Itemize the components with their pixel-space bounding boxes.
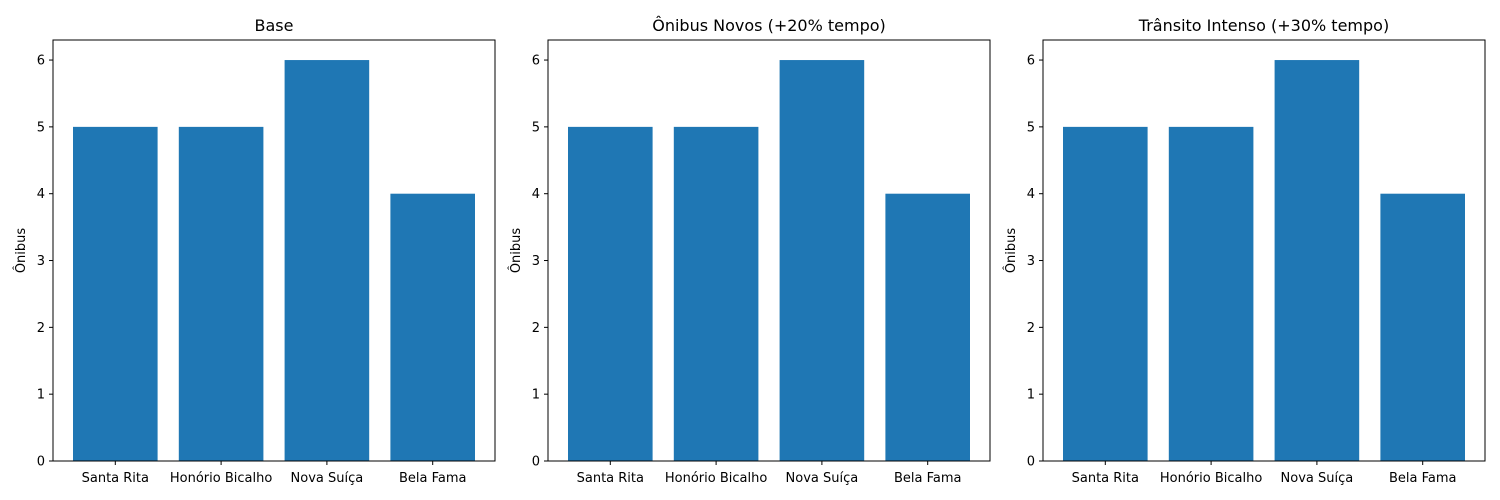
bar xyxy=(73,126,158,462)
bar xyxy=(1168,126,1254,462)
bar xyxy=(779,60,865,462)
x-tick-label: Bela Fama xyxy=(399,471,467,486)
bar xyxy=(568,126,653,462)
x-tick-label: Bela Fama xyxy=(1389,471,1457,486)
y-tick-label: 0 xyxy=(1027,455,1035,470)
x-tick-label: Santa Rita xyxy=(82,471,149,486)
axes-frame xyxy=(1042,39,1486,462)
chart-panel: Santa Rita Honório Bicalho Nova Suíça Bela … xyxy=(1003,16,1486,486)
y-tick-label: 0 xyxy=(532,455,540,470)
chart-title: Trânsito Intenso (+30% tempo) xyxy=(1138,16,1389,35)
bar xyxy=(885,193,970,461)
x-tick-label: Nova Suíça xyxy=(786,471,859,486)
y-tick-label: 3 xyxy=(37,254,45,269)
y-tick-label: 6 xyxy=(37,54,45,69)
bar xyxy=(1063,126,1148,462)
chart-panel: Santa Rita Honório Bicalho Nova Suíça Bela … xyxy=(508,16,991,486)
y-tick-label: 5 xyxy=(532,120,540,135)
y-tick-label: 3 xyxy=(1027,254,1035,269)
y-tick-label: 1 xyxy=(532,388,540,403)
bar xyxy=(284,60,370,462)
y-tick-label: 0 xyxy=(37,455,45,470)
y-tick-label: 2 xyxy=(1027,321,1035,336)
y-axis-label: Ônibus xyxy=(1003,228,1019,274)
x-tick-label: Honório Bicalho xyxy=(170,471,272,486)
chart-title: Base xyxy=(255,16,294,35)
y-tick-label: 1 xyxy=(37,388,45,403)
bar xyxy=(178,126,264,462)
chart-title: Ônibus Novos (+20% tempo) xyxy=(652,16,886,35)
y-tick-label: 2 xyxy=(532,321,540,336)
y-tick-label: 4 xyxy=(1027,187,1035,202)
x-tick-label: Santa Rita xyxy=(577,471,644,486)
y-tick-label: 4 xyxy=(37,187,45,202)
bar xyxy=(1380,193,1465,461)
x-tick-label: Bela Fama xyxy=(894,471,962,486)
y-tick-label: 6 xyxy=(532,54,540,69)
y-tick-label: 2 xyxy=(37,321,45,336)
y-tick-label: 1 xyxy=(1027,388,1035,403)
x-tick-label: Honório Bicalho xyxy=(665,471,767,486)
chart-panel: Santa Rita Honório Bicalho Nova Suíça Bela … xyxy=(13,16,496,486)
bar xyxy=(1274,60,1360,462)
y-axis-label: Ônibus xyxy=(13,228,29,274)
y-tick-label: 5 xyxy=(1027,120,1035,135)
y-tick-label: 4 xyxy=(532,187,540,202)
y-tick-label: 3 xyxy=(532,254,540,269)
x-tick-label: Santa Rita xyxy=(1072,471,1139,486)
axes-frame xyxy=(52,39,496,462)
x-tick-label: Nova Suíça xyxy=(291,471,364,486)
y-axis-label: Ônibus xyxy=(508,228,524,274)
x-tick-label: Nova Suíça xyxy=(1281,471,1354,486)
bar xyxy=(390,193,475,461)
x-tick-label: Honório Bicalho xyxy=(1160,471,1262,486)
y-tick-label: 6 xyxy=(1027,54,1035,69)
bar xyxy=(673,126,759,462)
axes-frame xyxy=(547,39,991,462)
y-tick-label: 5 xyxy=(37,120,45,135)
